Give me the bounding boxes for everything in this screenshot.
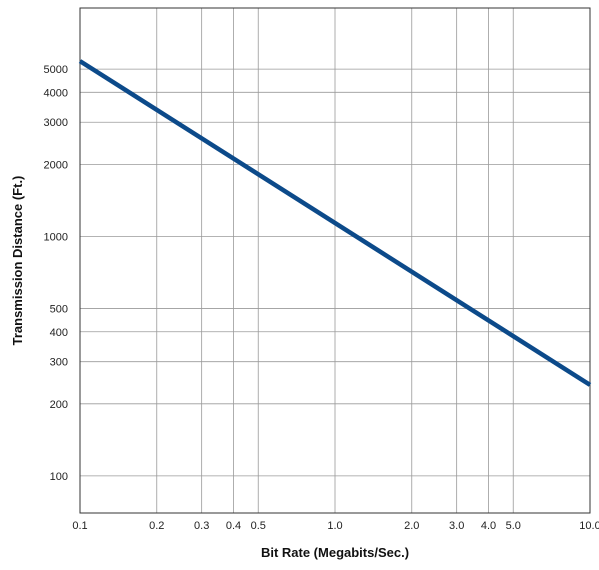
y-tick-label: 2000 xyxy=(44,159,68,171)
x-tick-label: 0.3 xyxy=(194,520,209,532)
y-tick-label: 200 xyxy=(50,399,68,411)
plot-frame xyxy=(79,7,591,514)
x-axis-title: Bit Rate (Megabits/Sec.) xyxy=(261,545,409,560)
x-tick-label: 0.4 xyxy=(226,520,241,532)
x-tick-label: 0.1 xyxy=(72,520,87,532)
y-tick-label: 1000 xyxy=(44,231,68,243)
y-tick-label: 4000 xyxy=(44,87,68,99)
x-tick-label: 5.0 xyxy=(506,520,521,532)
x-tick-label: 10.0 xyxy=(579,520,599,532)
x-tick-label: 0.5 xyxy=(251,520,266,532)
y-tick-labels: 100 200 300 400 500 1000 2000 3000 4000 5000 xyxy=(44,64,68,483)
x-tick-label: 2.0 xyxy=(404,520,419,532)
y-tick-label: 500 xyxy=(50,304,68,316)
series-group xyxy=(78,59,592,387)
x-tick-label: 3.0 xyxy=(449,520,464,532)
y-tick-label: 100 xyxy=(50,471,68,483)
y-tick-label: 300 xyxy=(50,357,68,369)
x-tick-label: 0.2 xyxy=(149,520,164,532)
grid-lines xyxy=(80,8,590,513)
y-tick-label: 3000 xyxy=(44,117,68,129)
y-tick-label: 5000 xyxy=(44,64,68,76)
x-tick-label: 4.0 xyxy=(481,520,496,532)
y-tick-label: 400 xyxy=(50,327,68,339)
y-axis-title: Transmission Distance (Ft.) xyxy=(10,176,25,346)
x-tick-label: 1.0 xyxy=(327,520,342,532)
x-tick-labels: 0.1 0.2 0.3 0.4 0.5 1.0 2.0 3.0 4.0 5.0 10.0 xyxy=(72,520,599,532)
series-line xyxy=(78,59,592,387)
